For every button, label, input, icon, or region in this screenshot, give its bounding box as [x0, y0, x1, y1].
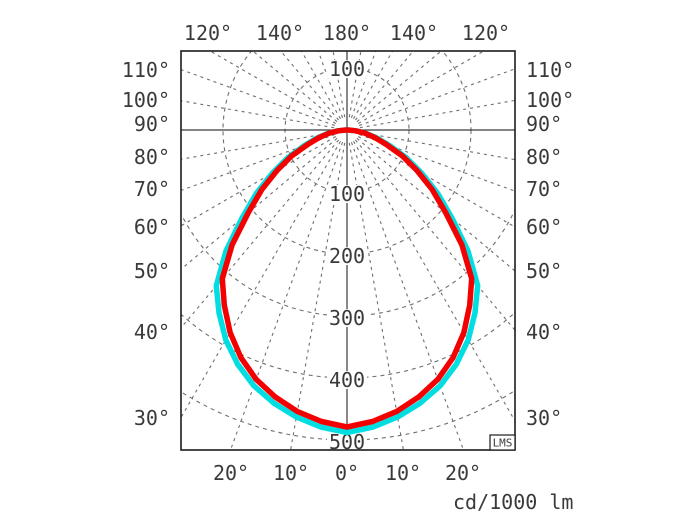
angle-label: 140° — [256, 21, 304, 45]
red-curve-path — [219, 127, 475, 430]
radial-tick-label: 100 — [329, 182, 365, 206]
angle-label: 20° — [445, 461, 481, 485]
grid-radial-line — [181, 136, 337, 227]
unit-label: cd/1000 lm — [453, 490, 573, 514]
grid-radial-line — [251, 51, 338, 123]
angle-label: 70° — [134, 177, 170, 201]
angle-label: 20° — [213, 461, 249, 485]
grid-radial-line — [181, 133, 335, 192]
chart-frame — [180, 50, 516, 451]
angle-label: 70° — [526, 177, 562, 201]
grid-radial-line — [357, 136, 515, 228]
frame-rect — [180, 50, 516, 451]
angle-label: 120° — [184, 21, 232, 45]
grid-radial-line — [209, 51, 337, 124]
grid-radial-line — [357, 51, 485, 124]
angle-label: 50° — [134, 259, 170, 283]
grid-radial-line — [317, 51, 344, 118]
tick-label-bg — [327, 309, 367, 327]
grid-radial-line — [181, 140, 341, 419]
grid-radial-line — [359, 99, 515, 129]
angle-label: 180° — [323, 21, 371, 45]
angle-label: 90° — [134, 112, 170, 136]
angle-label: 140° — [390, 21, 438, 45]
angle-label: 40° — [526, 320, 562, 344]
grid-radial-line — [181, 100, 335, 129]
grid-radial-line — [181, 131, 335, 160]
grid-radial-line — [181, 68, 335, 127]
angle-labels: 120° 140° 180° 140° 120° 20° 10° 0° 10° 20° 110° 10… — [122, 21, 574, 485]
angle-label: 0° — [335, 461, 359, 485]
grid-radial-line — [359, 68, 515, 127]
angle-label: 10° — [385, 461, 421, 485]
grid-radial-line — [359, 131, 515, 161]
angle-label: 60° — [134, 215, 170, 239]
angle-label: 60° — [526, 215, 562, 239]
tick-label-bg — [327, 60, 367, 78]
radial-tick-label: 200 — [329, 244, 365, 268]
radial-tick-label: 100 — [329, 57, 365, 81]
grid-radial-line — [356, 137, 515, 272]
grid-radial-line — [279, 51, 340, 121]
tick-label-bg — [327, 371, 367, 389]
grid-radial-line — [350, 51, 377, 118]
tick-label-bg — [327, 185, 367, 203]
lms-badge-label: LMS — [493, 437, 513, 450]
grid-radial-line — [348, 142, 404, 450]
angle-label: 10° — [273, 461, 309, 485]
angle-label: 40° — [134, 320, 170, 344]
radial-tick-label: 400 — [329, 368, 365, 392]
grid-radial-line — [181, 139, 340, 329]
grid-radial-line — [290, 142, 346, 450]
grid-radial-line — [353, 140, 515, 423]
angle-label: 120° — [462, 21, 510, 45]
angle-label: 50° — [526, 259, 562, 283]
angle-label: 90° — [526, 112, 562, 136]
angle-label: 80° — [526, 145, 562, 169]
angle-label: 100° — [526, 88, 574, 112]
grid-radial-line — [356, 51, 443, 123]
tick-label-bg — [327, 247, 367, 265]
angle-label: 30° — [134, 406, 170, 430]
grid-radial-line — [354, 51, 415, 121]
lms-badge-box — [489, 434, 516, 451]
angle-label: 100° — [122, 88, 170, 112]
lms-badge: LMS — [489, 434, 516, 451]
intensity-curves — [213, 127, 481, 436]
grid-radial-line — [354, 139, 515, 332]
grid-radial-line — [359, 133, 515, 192]
angle-label: 80° — [134, 145, 170, 169]
angle-label: 30° — [526, 406, 562, 430]
tick-label-bg — [327, 433, 367, 451]
angle-label: 110° — [122, 58, 170, 82]
angle-label: 110° — [526, 58, 574, 82]
grid-radial-line — [181, 137, 338, 271]
radial-tick-label: 300 — [329, 306, 365, 330]
